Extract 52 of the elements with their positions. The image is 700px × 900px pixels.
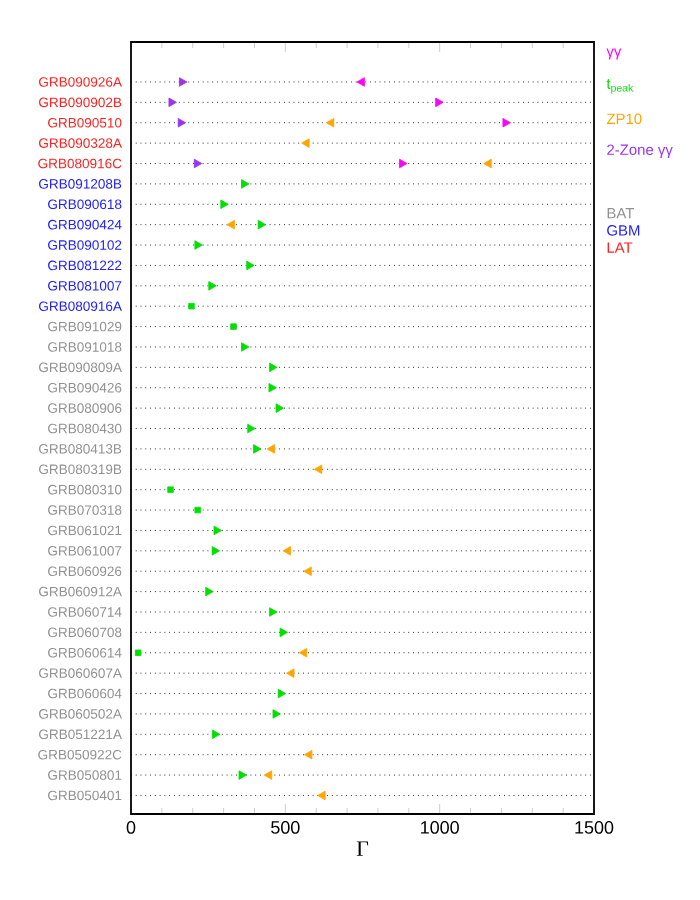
point bbox=[502, 118, 511, 128]
point bbox=[483, 158, 492, 169]
point bbox=[205, 586, 214, 597]
point bbox=[399, 158, 408, 169]
x-tick-label: 1000 bbox=[421, 821, 459, 834]
point bbox=[179, 77, 188, 87]
point bbox=[212, 729, 221, 740]
point bbox=[134, 649, 142, 656]
point bbox=[269, 362, 278, 373]
point bbox=[266, 444, 275, 454]
x-tick-label: 500 bbox=[271, 821, 300, 834]
point bbox=[257, 219, 267, 230]
point bbox=[282, 546, 291, 556]
point bbox=[194, 506, 201, 514]
point bbox=[272, 709, 281, 719]
point bbox=[275, 403, 284, 413]
point bbox=[213, 525, 222, 536]
point bbox=[263, 770, 273, 780]
point bbox=[286, 668, 295, 678]
point bbox=[230, 323, 237, 330]
point bbox=[317, 790, 326, 801]
point bbox=[167, 486, 174, 493]
point bbox=[241, 342, 250, 352]
point bbox=[304, 749, 313, 760]
point bbox=[253, 444, 262, 454]
point bbox=[313, 464, 323, 474]
point bbox=[301, 138, 310, 148]
point bbox=[325, 118, 335, 128]
point bbox=[298, 648, 308, 658]
point bbox=[279, 627, 288, 638]
point bbox=[211, 546, 221, 556]
x-axis-title: Γ bbox=[356, 841, 369, 856]
point bbox=[303, 566, 312, 576]
point bbox=[208, 281, 217, 291]
x-tick-label: 1500 bbox=[575, 821, 614, 834]
point bbox=[435, 97, 444, 108]
point bbox=[246, 260, 255, 271]
point bbox=[194, 240, 203, 250]
point bbox=[241, 179, 250, 189]
point bbox=[226, 219, 235, 230]
point bbox=[356, 77, 365, 87]
point bbox=[247, 423, 256, 434]
x-tick-label: 0 bbox=[126, 821, 136, 834]
point bbox=[177, 118, 187, 128]
point bbox=[193, 158, 203, 169]
point bbox=[277, 688, 287, 699]
point bbox=[269, 607, 278, 617]
point bbox=[220, 199, 229, 209]
point bbox=[168, 97, 177, 108]
point bbox=[238, 770, 247, 780]
point bbox=[268, 383, 277, 393]
point bbox=[188, 303, 195, 310]
